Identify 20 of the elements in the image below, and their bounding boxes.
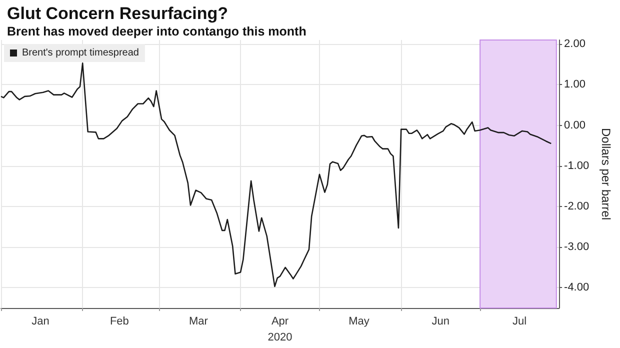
chart-subtitle: Brent has moved deeper into contango this month bbox=[7, 24, 306, 38]
x-tick-label: Jan bbox=[32, 316, 50, 328]
x-tick-label: Jul bbox=[512, 316, 527, 328]
x-tick-label: May bbox=[348, 316, 370, 328]
y-tick-label: 0.00 bbox=[564, 119, 586, 132]
y-tick-label: -1.00 bbox=[564, 160, 590, 172]
y-tick-label: 1.00 bbox=[564, 78, 586, 91]
y-tick-label: -2.00 bbox=[564, 200, 590, 212]
y-tick-label: -4.00 bbox=[564, 282, 590, 294]
x-tick-label: Feb bbox=[110, 316, 129, 328]
x-tick-label: Apr bbox=[271, 316, 289, 328]
line-series bbox=[0, 62, 552, 288]
y-axis-title: Dollars per barrel bbox=[599, 128, 613, 220]
legend-label: Brent's prompt timespread bbox=[22, 48, 139, 58]
y-tick-label: -3.00 bbox=[564, 241, 590, 254]
x-tick-label: Jun bbox=[432, 316, 450, 328]
x-axis-title: 2020 bbox=[268, 332, 292, 344]
x-tick-label: Mar bbox=[188, 316, 208, 328]
y-tick-label: 2.00 bbox=[564, 38, 586, 50]
chart-title: Glut Concern Resurfacing? bbox=[7, 4, 228, 23]
